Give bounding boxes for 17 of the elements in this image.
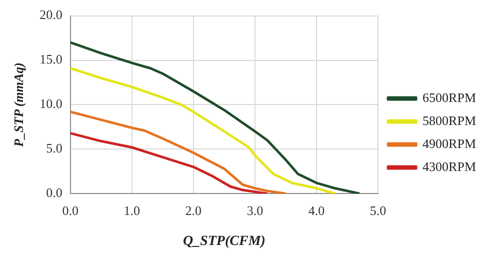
y-tick-label: 15.0: [40, 52, 62, 67]
x-tick-label: 0.0: [62, 202, 78, 218]
x-tick-label: 4.0: [308, 202, 325, 218]
legend-label: 6500RPM: [422, 90, 476, 105]
y-tick-label: 10.0: [40, 96, 62, 112]
legend-label: 4900RPM: [422, 136, 476, 151]
y-tick-label: 20.0: [40, 7, 62, 22]
legend-label: 4300RPM: [422, 158, 476, 174]
legend-label: 5800RPM: [422, 112, 476, 128]
x-tick-label: 5.0: [370, 202, 386, 218]
x-tick-label: 2.0: [185, 202, 202, 218]
y-axis-title: P_STP (mmAq): [11, 62, 26, 147]
y-tick-label: 5.0: [46, 140, 62, 156]
x-tick-label: 3.0: [246, 202, 264, 218]
x-axis-title: Q_STP(CFM): [182, 234, 266, 250]
y-tick-label: 0.0: [46, 185, 62, 200]
x-tick-label: 1.0: [124, 202, 140, 218]
